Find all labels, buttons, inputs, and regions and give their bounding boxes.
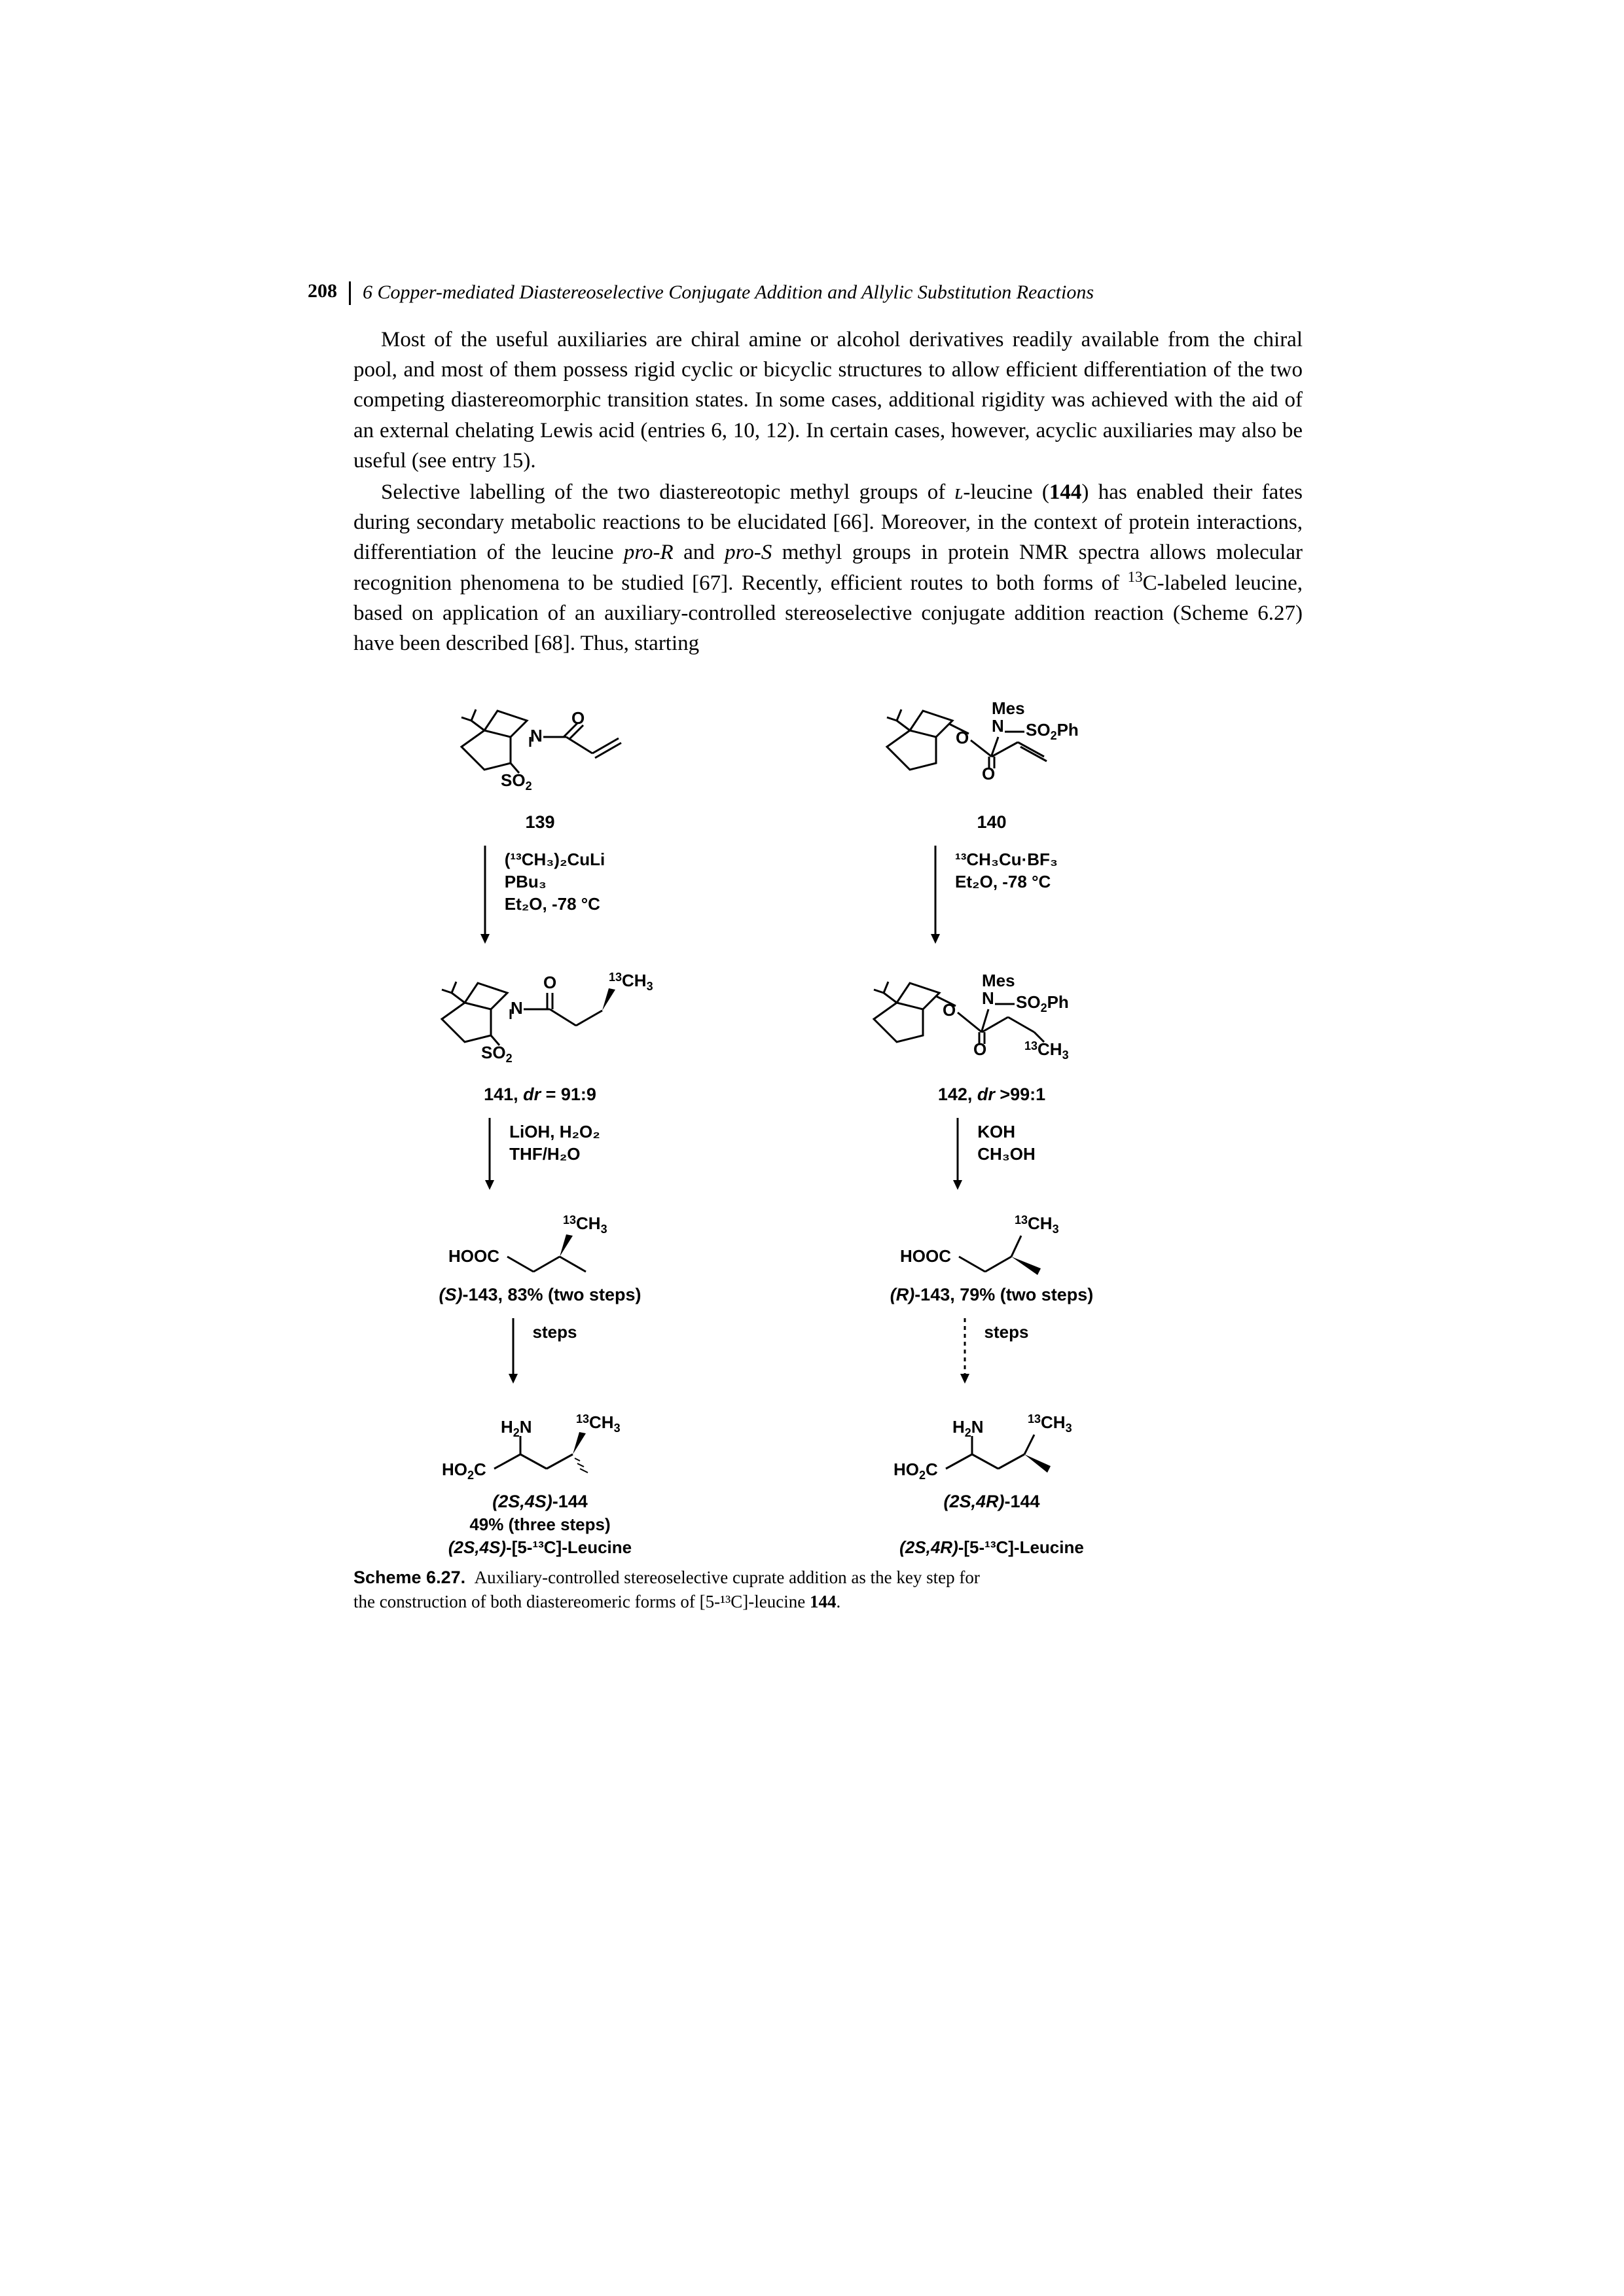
- molecule-142: O O 13CH3 Mes N: [805, 957, 1178, 1081]
- svg-text:SO2Ph: SO2Ph: [1026, 720, 1079, 742]
- svg-text:Mes: Mes: [992, 698, 1025, 718]
- leucine-2S4R-name: (2S,4R)-[5-¹³C]-Leucine: [899, 1537, 1084, 1558]
- molecule-143-R-label: (R)-143, 79% (two steps): [890, 1285, 1094, 1305]
- molecule-141: N SO2 O 13CH3: [353, 957, 727, 1081]
- scheme-caption: Scheme 6.27. Auxiliary-controlled stereo…: [353, 1566, 982, 1613]
- arrow-2-right: KOH CH₃OH: [948, 1115, 1036, 1193]
- molecule-142-label: 142, dr >99:1: [938, 1085, 1045, 1105]
- svg-text:N: N: [530, 726, 543, 745]
- svg-text:N: N: [992, 716, 1004, 736]
- body-text: Most of the useful auxiliaries are chira…: [353, 325, 1303, 658]
- leucine-2S4S-name: (2S,4S)-[5-¹³C]-Leucine: [448, 1537, 632, 1558]
- svg-text:Mes: Mes: [982, 971, 1015, 990]
- svg-text:H2N: H2N: [952, 1417, 984, 1439]
- arrow-3-right: steps: [955, 1315, 1029, 1393]
- svg-text:13CH3: 13CH3: [609, 971, 653, 993]
- molecule-144-2S4S: HO2C H2N 13CH3: [353, 1403, 727, 1488]
- molecule-139: N SO2 O: [353, 685, 727, 809]
- running-head: 208 6 Copper-mediated Diastereoselective…: [308, 281, 1303, 305]
- scheme-right-column: O O Mes N: [805, 685, 1178, 1558]
- molecule-143-R: HOOC 13CH3: [805, 1203, 1178, 1282]
- molecule-144-2S4S-label: (2S,4S)-144: [492, 1492, 588, 1512]
- svg-text:13CH3: 13CH3: [576, 1412, 621, 1435]
- svg-text:HO2C: HO2C: [442, 1460, 486, 1482]
- svg-text:13CH3: 13CH3: [1028, 1412, 1072, 1435]
- paragraph-1: Most of the useful auxiliaries are chira…: [353, 325, 1303, 476]
- molecule-139-label: 139: [525, 812, 554, 833]
- svg-text:O: O: [543, 973, 556, 992]
- svg-text:N: N: [511, 998, 523, 1018]
- scheme-6-27: N SO2 O: [353, 685, 1178, 1558]
- svg-text:13CH3: 13CH3: [1024, 1039, 1069, 1062]
- molecule-141-label: 141, dr = 91:9: [484, 1085, 596, 1105]
- svg-text:SO2: SO2: [501, 770, 532, 793]
- scheme-left-column: N SO2 O: [353, 685, 727, 1558]
- molecule-140: O O Mes N: [805, 685, 1178, 809]
- molecule-140-label: 140: [977, 812, 1006, 833]
- molecule-144-2S4R: HO2C H2N 13CH3: [805, 1403, 1178, 1488]
- svg-text:SO2: SO2: [481, 1043, 513, 1065]
- molecule-144-2S4S-yield: 49% (three steps): [469, 1515, 610, 1535]
- molecule-143-S-label: (S)-143, 83% (two steps): [439, 1285, 641, 1305]
- chapter-title: 6 Copper-mediated Diastereoselective Con…: [351, 281, 1094, 303]
- arrow-2-left: LiOH, H₂O₂ THF/H₂O: [480, 1115, 600, 1193]
- svg-text:H2N: H2N: [501, 1417, 532, 1439]
- page-number: 208: [308, 281, 351, 305]
- svg-text:13CH3: 13CH3: [1015, 1213, 1059, 1236]
- svg-text:N: N: [982, 988, 994, 1008]
- svg-text:HOOC: HOOC: [448, 1246, 499, 1266]
- paragraph-2: Selective labelling of the two diastereo…: [353, 477, 1303, 658]
- svg-text:13CH3: 13CH3: [563, 1213, 607, 1236]
- arrow-1-left: (¹³CH₃)₂CuLi PBu₃ Et₂O, -78 °C: [475, 842, 605, 947]
- molecule-144-2S4R-label: (2S,4R)-144: [943, 1492, 1039, 1512]
- svg-text:HO2C: HO2C: [893, 1460, 938, 1482]
- molecule-143-S: HOOC 13CH3: [353, 1203, 727, 1282]
- svg-text:HOOC: HOOC: [900, 1246, 951, 1266]
- arrow-1-right: ¹³CH₃Cu·BF₃ Et₂O, -78 °C: [926, 842, 1058, 947]
- svg-text:SO2Ph: SO2Ph: [1016, 992, 1069, 1014]
- arrow-3-left: steps: [503, 1315, 577, 1393]
